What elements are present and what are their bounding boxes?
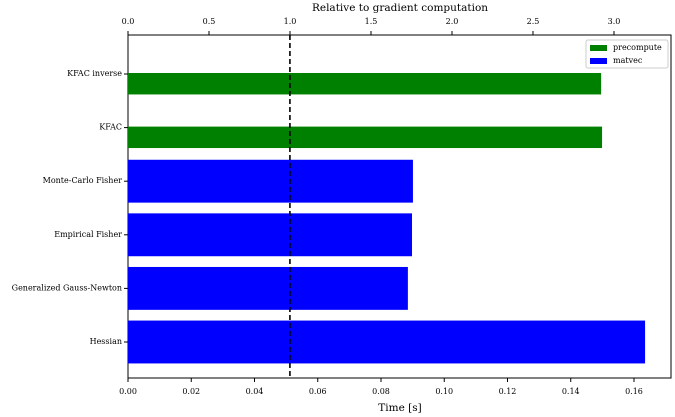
bar [128,213,412,257]
legend-swatch [590,58,607,64]
y-tick-label: KFAC inverse [67,69,122,78]
y-tick-label: Monte-Carlo Fisher [43,176,123,185]
legend-swatch [590,45,607,51]
x2-tick-label: 0.0 [122,17,135,26]
x-tick-label: 0.02 [182,387,200,396]
y-tick-label: KFAC [99,123,122,132]
x-tick-label: 0.04 [246,387,264,396]
y-tick-label: Hessian [90,337,122,346]
x2-tick-label: 0.5 [203,17,216,26]
x-tick-label: 0.14 [562,387,580,396]
x-tick-label: 0.08 [372,387,390,396]
plot-frame [127,34,672,379]
x2-axis-label: Relative to gradient computation [312,2,488,14]
x-tick-label: 0.12 [499,387,517,396]
x-tick-label: 0.10 [435,387,453,396]
bar [128,126,603,149]
y-tick-label: Empirical Fisher [54,230,122,239]
bar [128,320,646,364]
x2-tick-label: 2.5 [527,17,540,26]
x2-tick-label: 1.0 [284,17,297,26]
bar [128,159,413,203]
x2-tick-label: 2.0 [446,17,459,26]
x2-tick-label: 1.5 [365,17,378,26]
legend-label: matvec [613,56,643,65]
x-axis-label: Time [s] [378,402,421,414]
x-tick-label: 0.06 [309,387,327,396]
legend-label: precompute [613,43,662,52]
y-tick-label: Generalized Gauss-Newton [12,283,122,292]
x-tick-label: 0.16 [625,387,643,396]
x-tick-label: 0.00 [119,387,137,396]
bar [128,73,602,95]
x2-tick-label: 3.0 [608,17,621,26]
bar [128,266,408,310]
